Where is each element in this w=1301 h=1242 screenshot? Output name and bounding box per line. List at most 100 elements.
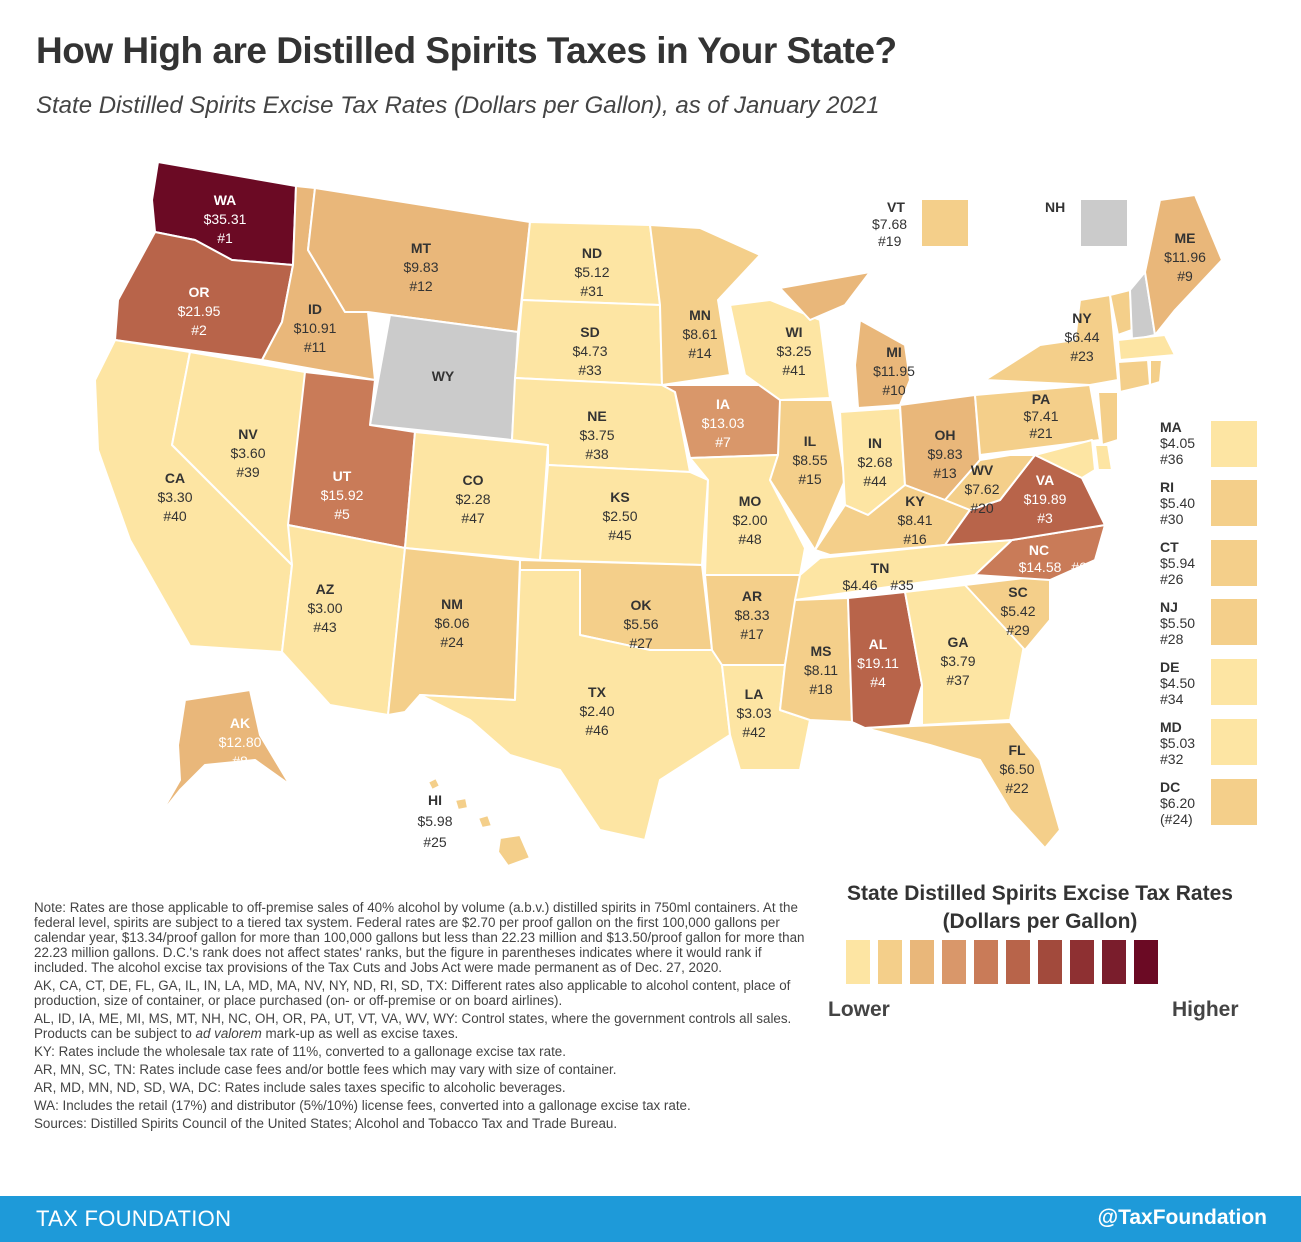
label-IL-value: $8.55	[792, 452, 827, 468]
side-MD-label: MD $5.03 #32	[1160, 719, 1196, 767]
side-CT-label: CT $5.94 #26	[1160, 539, 1196, 587]
state-WI	[729, 299, 831, 401]
label-IN-rank: #44	[863, 473, 887, 489]
box-NH-swatch	[1081, 200, 1127, 246]
label-SD-rank: #33	[578, 362, 602, 378]
footer-handle[interactable]: @TaxFoundation	[1097, 1206, 1267, 1229]
label-OK-abbr: OK	[631, 597, 652, 613]
note-control-states: AL, ID, IA, ME, MI, MS, MT, NH, NC, OH, …	[34, 1011, 792, 1041]
label-MT-abbr: MT	[411, 240, 432, 256]
label-IN-value: $2.68	[857, 454, 892, 470]
label-AK-abbr: AK	[230, 715, 250, 731]
label-FL-value: $6.50	[999, 761, 1034, 777]
label-SC-rank: #29	[1006, 622, 1030, 638]
label-NY-value: $6.44	[1064, 329, 1099, 345]
label-ND-value: $5.12	[574, 264, 609, 280]
label-WA-rank: #1	[217, 230, 233, 246]
label-UT-abbr: UT	[333, 468, 352, 484]
state-KS	[539, 464, 709, 566]
legend-swatch-5	[974, 940, 998, 984]
label-AR-rank: #17	[740, 626, 764, 642]
label-IL-rank: #15	[798, 471, 822, 487]
state-RI	[1149, 359, 1163, 386]
side-DC-swatch	[1211, 779, 1257, 825]
footer-brand: TAX FOUNDATION	[36, 1206, 232, 1231]
label-NM-rank: #24	[440, 634, 464, 650]
label-TX-abbr: TX	[588, 684, 607, 700]
state-PA	[974, 384, 1101, 456]
label-AL-abbr: AL	[869, 636, 888, 652]
label-NY-abbr: NY	[1072, 310, 1092, 326]
label-SD-value: $4.73	[572, 343, 607, 359]
state-TX	[419, 569, 731, 841]
label-NV-abbr: NV	[238, 426, 258, 442]
state-NC	[974, 524, 1106, 581]
state-FL	[864, 721, 1061, 849]
label-NV-rank: #39	[236, 464, 260, 480]
label-OH-rank: #13	[933, 465, 957, 481]
label-AZ-abbr: AZ	[316, 581, 335, 597]
label-IA-abbr: IA	[716, 396, 730, 412]
page-subtitle: State Distilled Spirits Excise Tax Rates…	[36, 92, 880, 119]
legend-scale	[846, 940, 1158, 984]
state-NY	[984, 294, 1119, 386]
label-WA-value: $35.31	[204, 211, 247, 227]
label-MN-rank: #14	[688, 345, 712, 361]
label-PA-abbr: PA	[1032, 391, 1050, 407]
label-UT-value: $15.92	[321, 487, 364, 503]
label-OR-value: $21.95	[178, 303, 221, 319]
side-CT-swatch	[1211, 540, 1257, 586]
state-AK	[159, 689, 291, 816]
label-OH-value: $9.83	[927, 446, 962, 462]
label-WI-rank: #41	[782, 362, 806, 378]
state-ME	[1144, 194, 1223, 336]
legend-swatch-4	[942, 940, 966, 984]
side-RI-label: RI $5.40 #30	[1160, 479, 1196, 527]
legend-swatch-8	[1070, 940, 1094, 984]
label-CO-abbr: CO	[463, 472, 484, 488]
label-ND-rank: #31	[580, 283, 604, 299]
label-MN-value: $8.61	[682, 326, 717, 342]
legend-swatch-2	[878, 940, 902, 984]
label-MT-value: $9.83	[403, 259, 438, 275]
legend-swatch-9	[1102, 940, 1126, 984]
label-WY-abbr: WY	[432, 368, 455, 384]
label-NM-value: $6.06	[434, 615, 469, 631]
label-MS-abbr: MS	[811, 643, 832, 659]
label-LA-value: $3.03	[736, 705, 771, 721]
label-WI-abbr: WI	[785, 324, 802, 340]
label-TN-value: $4.46	[842, 577, 877, 593]
side-MA-swatch	[1211, 421, 1257, 467]
side-NJ-swatch	[1211, 599, 1257, 645]
label-ND-abbr: ND	[582, 245, 602, 261]
label-OK-value: $5.56	[623, 616, 658, 632]
label-ID-rank: #11	[304, 339, 327, 355]
note-case-fees: AR, MN, SC, TN: Rates include case fees …	[34, 1062, 617, 1077]
side-RI-swatch	[1211, 480, 1257, 526]
side-DE-swatch	[1211, 659, 1257, 705]
box-VT-rank: #19	[878, 233, 902, 249]
label-LA-rank: #42	[742, 724, 766, 740]
label-AK-value: $12.80	[219, 734, 262, 750]
note-different-rates: AK, CA, CT, DE, FL, GA, IL, IN, LA, MD, …	[34, 978, 791, 1008]
us-map: WA $35.31 #1 OR $21.95 #2 CA $3.30 #40 N…	[94, 161, 1223, 867]
label-OR-rank: #2	[191, 322, 207, 338]
legend-swatch-1	[846, 940, 870, 984]
label-TX-rank: #46	[585, 722, 609, 738]
label-WV-abbr: WV	[971, 462, 994, 478]
label-SC-abbr: SC	[1008, 584, 1027, 600]
label-HI-abbr: HI	[428, 792, 442, 808]
side-DC-label: DC $6.20 (#24)	[1160, 779, 1196, 827]
label-IA-rank: #7	[715, 434, 731, 450]
state-MD	[1034, 439, 1096, 479]
legend-lower-label: Lower	[828, 998, 890, 1021]
label-IA-value: $13.03	[702, 415, 745, 431]
label-IL-abbr: IL	[804, 433, 817, 449]
label-MS-value: $8.11	[804, 662, 838, 678]
label-NM-abbr: NM	[441, 596, 463, 612]
label-OH-abbr: OH	[935, 427, 956, 443]
label-FL-rank: #22	[1005, 780, 1029, 796]
box-VT-value: $7.68	[872, 216, 907, 232]
state-NJ	[1097, 391, 1119, 446]
label-KY-value: $8.41	[897, 512, 932, 528]
